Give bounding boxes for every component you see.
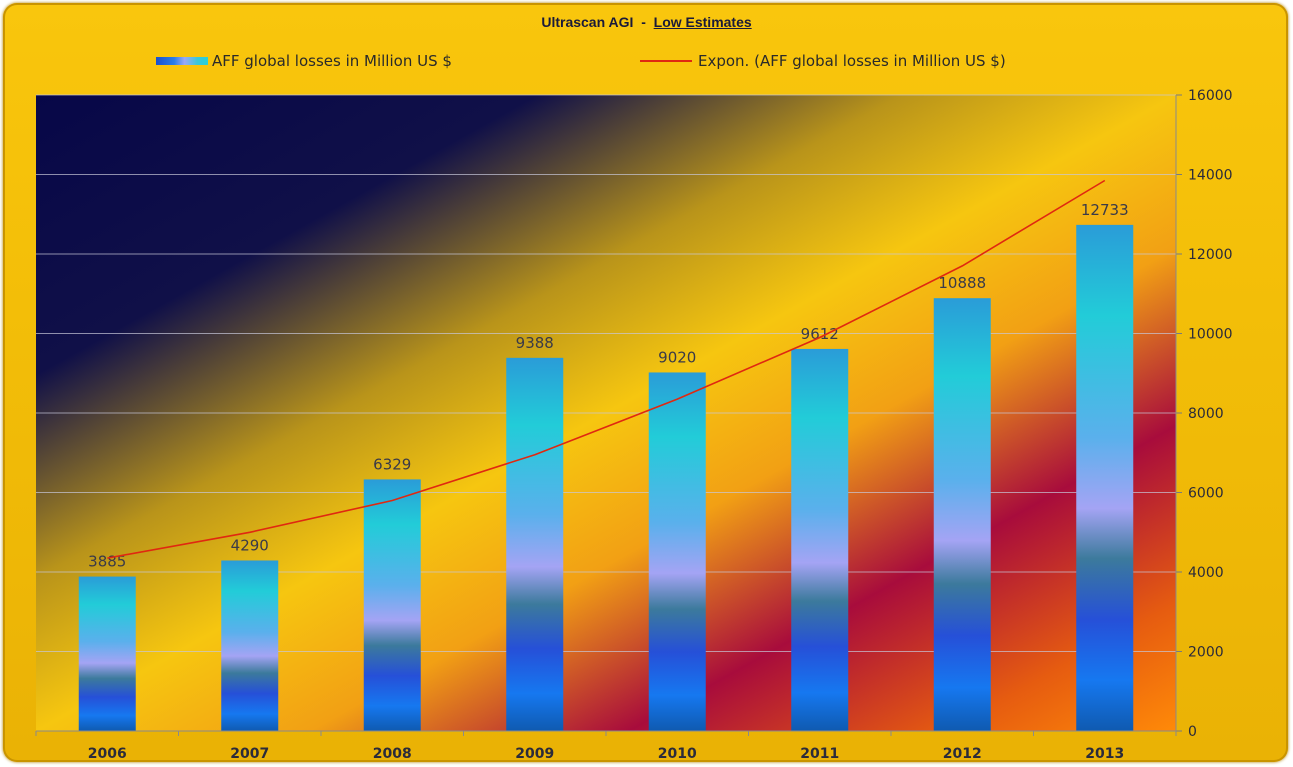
legend-item-trendline: Expon. (AFF global losses in Million US … [640, 52, 1006, 70]
y-tick-label: 4000 [1188, 565, 1224, 581]
axes: 0 2000 4000 6000 8000 10000 12000 14000 16000 200… [35, 88, 1233, 762]
y-tick-label: 12000 [1188, 247, 1233, 263]
y-tick-label: 6000 [1188, 486, 1224, 502]
legend-swatch-bars [156, 57, 208, 65]
legend-swatch-trendline [640, 60, 692, 62]
legend-label-trendline: Expon. (AFF global losses in Million US … [698, 52, 1006, 70]
y-tick-label: 2000 [1188, 645, 1224, 661]
data-label: 4290 [231, 536, 269, 554]
data-label: 9020 [658, 348, 696, 366]
bar [933, 298, 991, 731]
data-label: 12733 [1081, 201, 1129, 219]
x-tick-label: 2009 [515, 746, 554, 762]
x-tick-label: 2007 [230, 746, 269, 762]
bar [506, 357, 564, 731]
bars [78, 224, 1134, 731]
data-label: 9388 [516, 334, 554, 352]
chart-legend: AFF global losses in Million US $ Expon.… [0, 52, 1293, 74]
x-tick-label: 2008 [373, 746, 412, 762]
bar [791, 348, 849, 731]
chart-title: Ultrascan AGI - Low Estimates [0, 14, 1293, 30]
chart-title-main: Ultrascan AGI [541, 14, 634, 30]
data-label: 10888 [938, 274, 986, 292]
x-tick-label: 2006 [88, 746, 127, 762]
y-tick-label: 8000 [1188, 406, 1224, 422]
trendline [107, 179, 1106, 559]
trendline-path [107, 179, 1106, 559]
y-tick-label: 14000 [1188, 168, 1233, 184]
y-tick-label: 16000 [1188, 88, 1233, 104]
bar [78, 576, 136, 731]
x-tick-label: 2011 [800, 746, 839, 762]
y-tick-label: 10000 [1188, 327, 1233, 343]
x-tick-label: 2013 [1085, 746, 1124, 762]
x-tick-label: 2012 [943, 746, 982, 762]
bar [221, 560, 279, 731]
chart-title-separator: - [641, 14, 646, 30]
x-tick-label: 2010 [658, 746, 697, 762]
bar [648, 372, 706, 731]
y-tick-label: 0 [1188, 724, 1197, 740]
chart-subtitle: Low Estimates [653, 14, 752, 30]
bar [363, 479, 421, 731]
bar [1076, 224, 1134, 731]
data-label: 9612 [801, 325, 839, 343]
data-label: 6329 [373, 455, 411, 473]
legend-item-bars: AFF global losses in Million US $ [156, 52, 452, 70]
legend-label-bars: AFF global losses in Million US $ [212, 52, 452, 70]
